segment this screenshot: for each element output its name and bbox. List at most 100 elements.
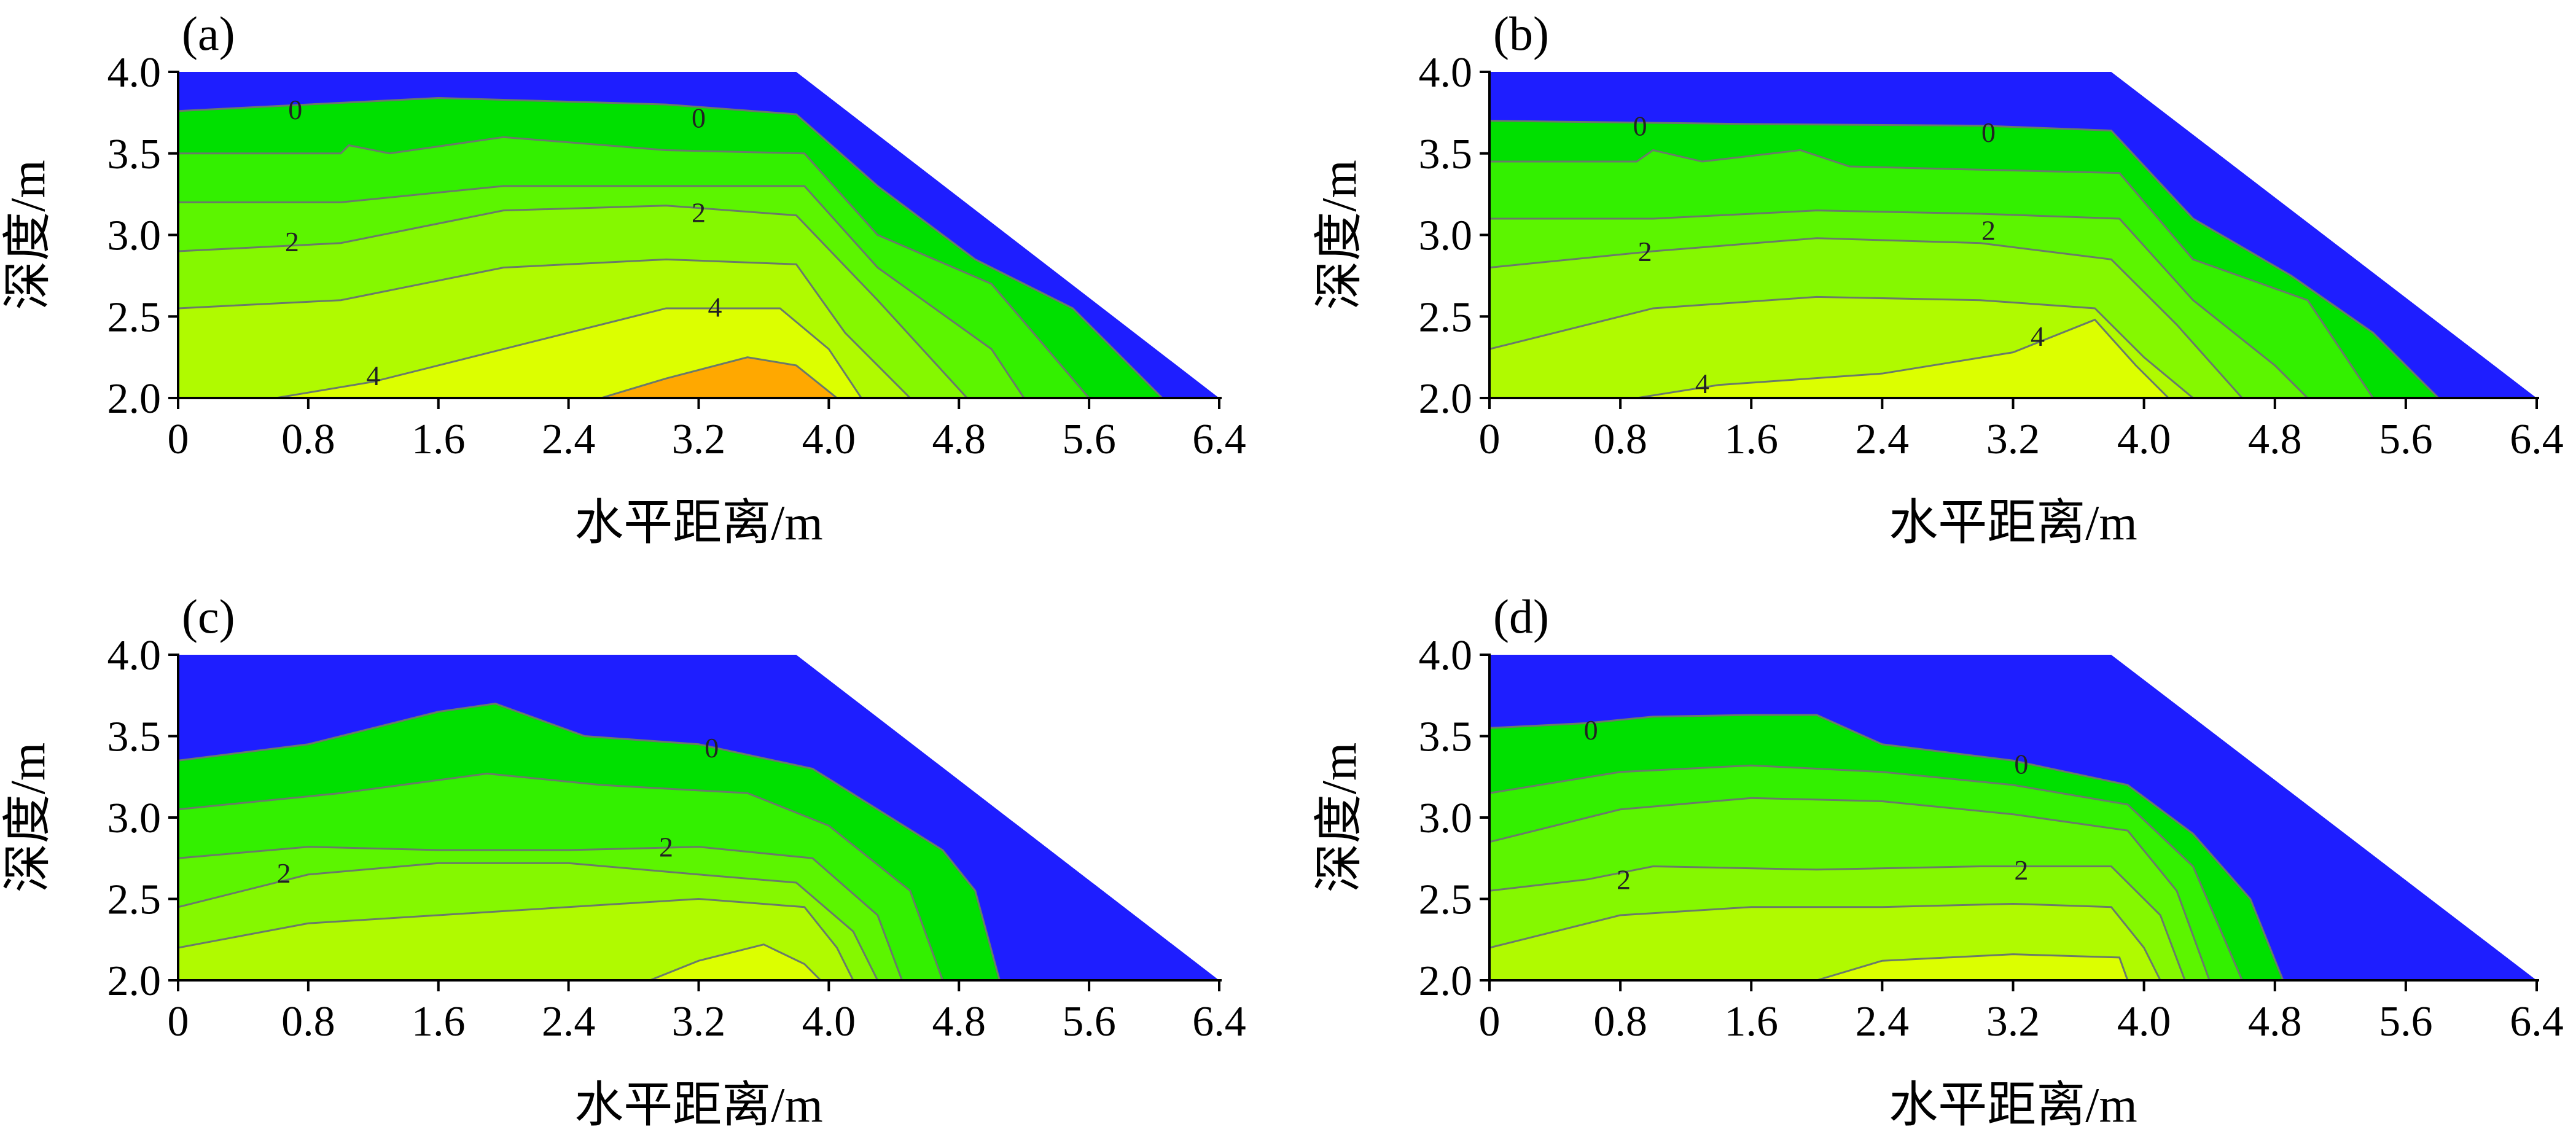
- y-tick-label: 3.5: [1419, 131, 1473, 178]
- contour-value-label: 2: [1981, 215, 1996, 246]
- contour-value-label: 0: [704, 732, 719, 763]
- contour-line-3: [1489, 209, 2309, 398]
- contour-line-1: [178, 702, 1001, 980]
- contour-line-6: [649, 943, 822, 980]
- panel-label: (b): [1493, 7, 1549, 60]
- x-tick-label: 3.2: [672, 998, 726, 1045]
- contour-line-5: [1489, 295, 2194, 398]
- contour-fill-group: [178, 72, 1219, 398]
- contour-value-label: 0: [692, 102, 706, 133]
- y-tick-label: 3.5: [107, 714, 162, 761]
- x-tick-label: 6.4: [2510, 416, 2564, 463]
- x-tick-label: 1.6: [412, 998, 466, 1045]
- x-tick-label: 0: [168, 416, 189, 463]
- x-tick-label: 0.8: [1593, 998, 1647, 1045]
- y-tick-label: 2.5: [107, 294, 162, 341]
- y-tick-label: 4.0: [107, 49, 162, 96]
- contour-fill-group: [1489, 655, 2537, 980]
- y-tick-label: 2.5: [107, 876, 162, 924]
- x-tick-label: 5.6: [1062, 998, 1116, 1045]
- x-tick-label: 3.2: [1986, 416, 2040, 463]
- contour-value-label: 2: [277, 857, 291, 889]
- y-axis-title: 深度/m: [1, 160, 55, 310]
- contour-value-label: 0: [1584, 714, 1598, 746]
- contour-line-3: [178, 846, 903, 980]
- y-axis-title: 深度/m: [1313, 743, 1367, 892]
- x-tick-label: 2.4: [542, 998, 596, 1045]
- x-tick-label: 5.6: [2379, 998, 2433, 1045]
- contour-line-2: [178, 136, 1090, 398]
- x-tick-label: 4.0: [2117, 416, 2171, 463]
- contour-line-4: [178, 862, 879, 980]
- contour-line-4: [178, 205, 968, 398]
- contour-value-label: 2: [659, 832, 673, 863]
- x-tick-label: 4.8: [932, 998, 986, 1045]
- x-tick-label: 4.0: [802, 416, 856, 463]
- contour-line-1: [1489, 714, 2284, 980]
- contour-value-label: 2: [285, 226, 299, 257]
- contour-panel-a: 0 0 2 2 4 4 0 0.8 1.6 2.4 3.2 4.0 4.8 5.6 6.4 2.0 2.5 3.0…: [1, 7, 1246, 550]
- contour-line-3: [1489, 797, 2211, 980]
- contour-line-6: [1636, 318, 2169, 398]
- x-tick-label: 0.8: [1593, 416, 1647, 463]
- y-tick-label: 4.0: [1419, 632, 1473, 679]
- y-tick-label: 2.0: [1419, 375, 1473, 423]
- y-tick-label: 2.5: [1419, 876, 1473, 924]
- panel-label: (a): [182, 7, 235, 60]
- x-tick-label: 0.8: [281, 416, 335, 463]
- y-tick-label: 3.0: [107, 795, 162, 842]
- x-tick-label: 3.2: [672, 416, 726, 463]
- y-tick-label: 3.5: [107, 131, 162, 178]
- y-axis-title: 深度/m: [1313, 160, 1367, 310]
- y-tick-label: 3.0: [1419, 795, 1473, 842]
- contour-value-label: 0: [1633, 111, 1647, 142]
- y-tick-label: 2.0: [1419, 958, 1473, 1005]
- y-tick-label: 4.0: [107, 632, 162, 679]
- x-tick-label: 4.8: [2248, 416, 2302, 463]
- y-tick-label: 2.0: [107, 375, 162, 423]
- contour-line-5: [1489, 902, 2161, 980]
- contour-band-5: [178, 899, 854, 980]
- contour-value-label: 4: [2031, 321, 2045, 352]
- x-tick-label: 5.6: [2379, 416, 2433, 463]
- x-tick-label: 2.4: [542, 416, 596, 463]
- x-tick-label: 0: [1479, 998, 1501, 1045]
- y-tick-label: 2.0: [107, 958, 162, 1005]
- x-tick-label: 5.6: [1062, 416, 1116, 463]
- x-tick-label: 6.4: [2510, 998, 2564, 1045]
- x-tick-label: 1.6: [1725, 998, 1779, 1045]
- contour-value-label: 2: [692, 197, 706, 228]
- x-tick-label: 2.4: [1856, 998, 1910, 1045]
- contour-line-2: [1489, 149, 2374, 398]
- contour-line-5: [178, 897, 854, 980]
- contour-value-label: 2: [1638, 236, 1652, 267]
- contour-line-6: [1816, 953, 2129, 980]
- contour-line-2: [178, 772, 944, 980]
- y-tick-label: 2.5: [1419, 294, 1473, 341]
- y-tick-label: 4.0: [1419, 49, 1473, 96]
- x-tick-label: 6.4: [1192, 998, 1246, 1045]
- x-axis-title: 水平距离/m: [1889, 496, 2137, 550]
- y-tick-label: 3.0: [1419, 213, 1473, 260]
- x-tick-label: 4.0: [2117, 998, 2171, 1045]
- contour-line-5: [178, 258, 911, 398]
- x-tick-label: 4.8: [932, 416, 986, 463]
- y-tick-label: 3.0: [107, 213, 162, 260]
- x-tick-label: 0.8: [281, 998, 335, 1045]
- x-tick-label: 4.8: [2248, 998, 2302, 1045]
- x-tick-label: 0: [168, 998, 189, 1045]
- contour-value-label: 4: [1695, 368, 1709, 399]
- x-tick-label: 3.2: [1986, 998, 2040, 1045]
- contour-value-label: 2: [1617, 864, 1631, 896]
- y-tick-label: 3.5: [1419, 714, 1473, 761]
- x-tick-label: 1.6: [412, 416, 466, 463]
- contour-value-label: 4: [708, 291, 722, 322]
- contour-panel-d: 0 0 2 2 0 0.8 1.6 2.4 3.2 4.0 4.8 5.6 6.4 2.0 2.5 3.0 3.…: [1313, 590, 2564, 1132]
- contour-value-label: 2: [2014, 854, 2028, 886]
- contour-value-label: 0: [2014, 749, 2028, 780]
- panel-label: (c): [182, 590, 235, 643]
- contour-line-4: [1489, 237, 2243, 398]
- x-tick-label: 2.4: [1856, 416, 1910, 463]
- contour-line-6: [275, 307, 862, 398]
